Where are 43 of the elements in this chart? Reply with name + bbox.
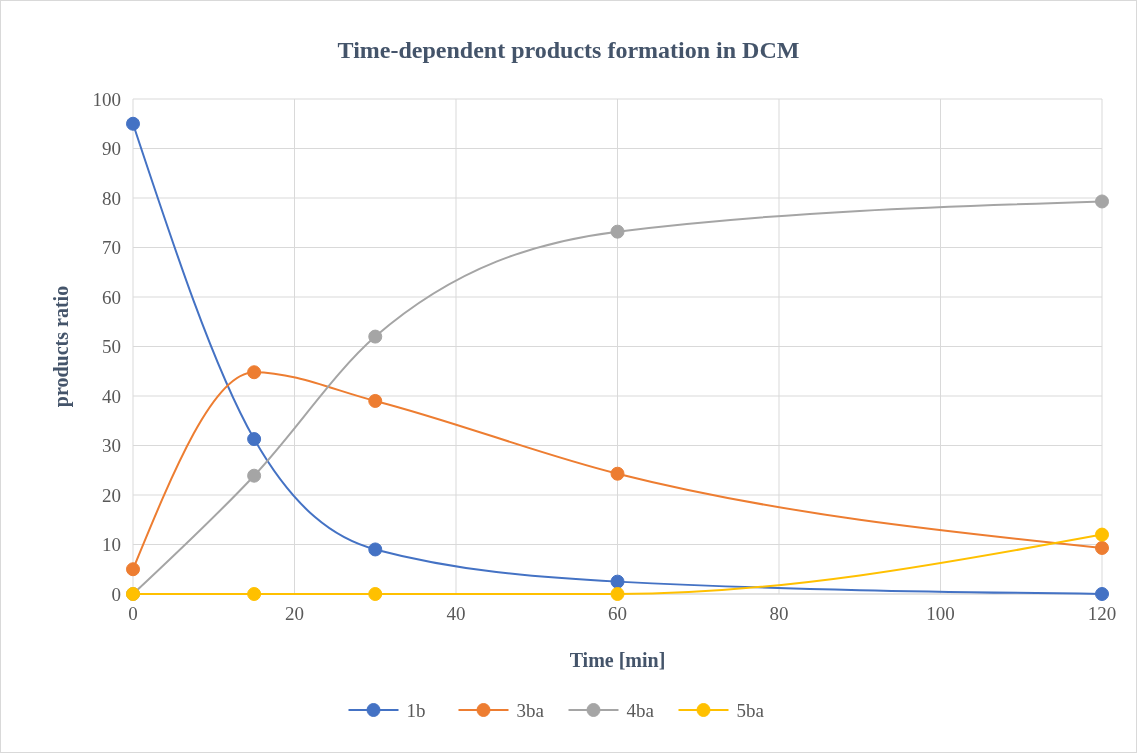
y-tick-label: 80 (102, 187, 121, 209)
chart-title: Time-dependent products formation in DCM (337, 37, 800, 63)
point (247, 365, 262, 380)
x-tick-label: 100 (926, 603, 955, 624)
point (1095, 527, 1109, 542)
point (126, 562, 140, 577)
point (247, 587, 262, 601)
y-tick-label: 100 (92, 88, 121, 110)
point (610, 587, 625, 601)
legend-label: 4ba (626, 699, 655, 721)
point (368, 393, 383, 408)
legend-label: 3ba (516, 699, 545, 721)
x-tick-label: 20 (285, 603, 304, 624)
x-tick-label: 60 (608, 603, 627, 624)
point (610, 574, 625, 589)
y-tick-label: 60 (102, 286, 121, 308)
point (1095, 587, 1109, 601)
point (126, 116, 140, 131)
y-tick-label: 40 (102, 385, 121, 407)
legend-label: 1b (406, 699, 426, 721)
point (368, 329, 383, 344)
y-tick-label: 20 (102, 484, 121, 506)
y-tick-label: 10 (102, 534, 121, 556)
x-tick-label: 120 (1087, 603, 1117, 624)
x-tick-label: 0 (128, 603, 138, 624)
x-axis-title: Time [min] (569, 649, 666, 671)
y-tick-label: 90 (102, 138, 121, 160)
point (368, 587, 383, 601)
legend-label: 5ba (736, 699, 765, 721)
point (368, 542, 383, 557)
point (610, 224, 625, 239)
point (610, 466, 625, 481)
y-tick-label: 70 (102, 237, 121, 259)
y-axis-title: products ratio (50, 285, 73, 408)
y-tick-label: 30 (102, 435, 121, 457)
x-tick-label: 80 (769, 603, 789, 624)
point (1095, 540, 1109, 555)
point (1095, 194, 1109, 209)
point (247, 432, 262, 447)
x-tick-label: 40 (446, 603, 466, 624)
y-tick-label: 50 (102, 336, 121, 358)
y-tick-label: 0 (111, 583, 121, 605)
point (247, 468, 262, 483)
